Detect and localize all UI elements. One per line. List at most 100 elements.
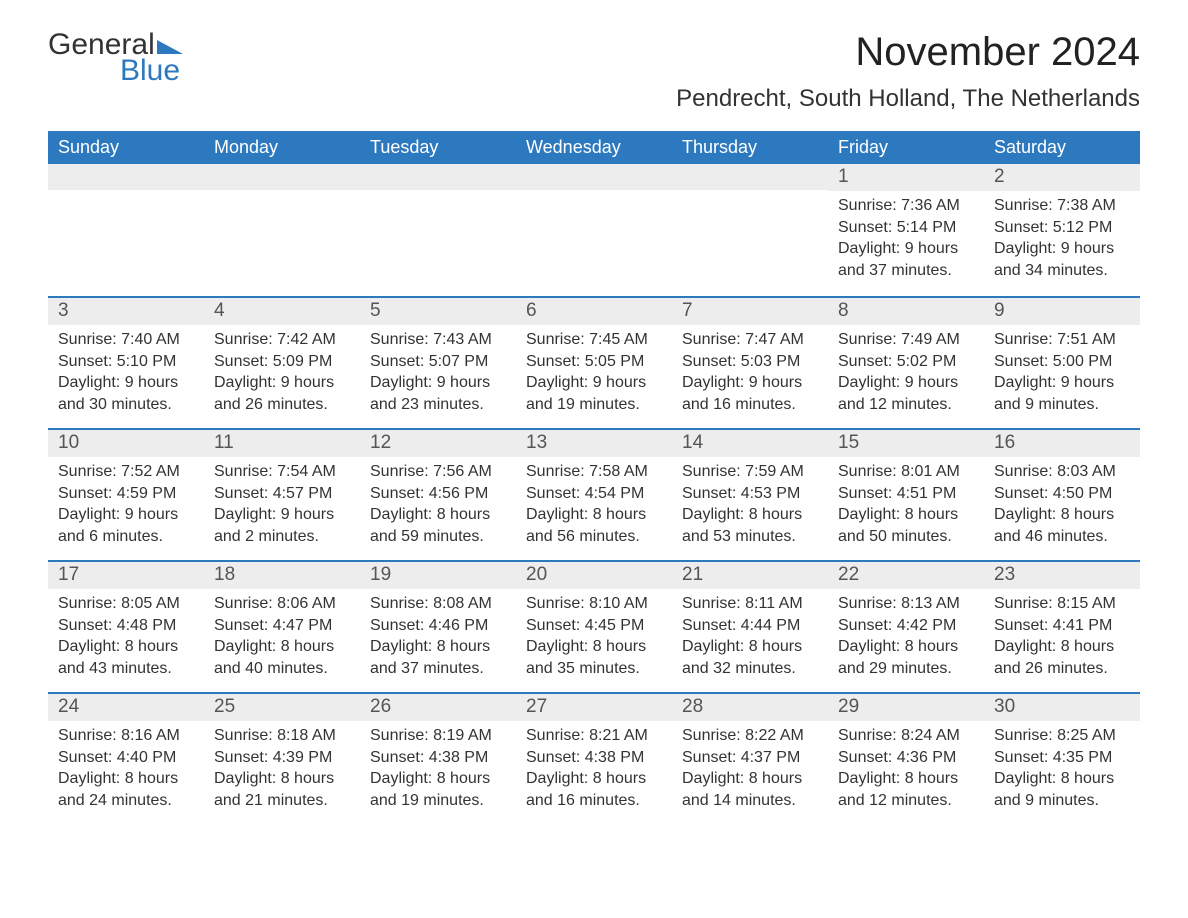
day-number [48,164,204,190]
day-number: 25 [204,692,360,721]
day-number: 2 [984,164,1140,191]
calendar-day-cell: 10Sunrise: 7:52 AMSunset: 4:59 PMDayligh… [48,428,204,560]
day-details: Sunrise: 7:40 AMSunset: 5:10 PMDaylight:… [48,325,204,425]
day-number: 27 [516,692,672,721]
logo-triangle-icon [157,30,183,48]
sunrise-line: Sunrise: 7:51 AM [994,329,1130,351]
day-number: 29 [828,692,984,721]
sunrise-line: Sunrise: 8:10 AM [526,593,662,615]
daylight-line: Daylight: 9 hours and 23 minutes. [370,372,506,415]
sunset-line: Sunset: 4:38 PM [370,747,506,769]
day-details: Sunrise: 8:06 AMSunset: 4:47 PMDaylight:… [204,589,360,689]
sunset-line: Sunset: 5:12 PM [994,217,1130,239]
sunset-line: Sunset: 4:51 PM [838,483,974,505]
daylight-line: Daylight: 8 hours and 16 minutes. [526,768,662,811]
day-number: 22 [828,560,984,589]
day-number: 9 [984,296,1140,325]
sunrise-line: Sunrise: 7:54 AM [214,461,350,483]
calendar-day-cell: 17Sunrise: 8:05 AMSunset: 4:48 PMDayligh… [48,560,204,692]
calendar-week-row: 24Sunrise: 8:16 AMSunset: 4:40 PMDayligh… [48,692,1140,824]
calendar-week-row: 3Sunrise: 7:40 AMSunset: 5:10 PMDaylight… [48,296,1140,428]
sunset-line: Sunset: 4:45 PM [526,615,662,637]
day-number [516,164,672,190]
calendar-day-cell: 8Sunrise: 7:49 AMSunset: 5:02 PMDaylight… [828,296,984,428]
sunset-line: Sunset: 5:05 PM [526,351,662,373]
sunrise-line: Sunrise: 7:59 AM [682,461,818,483]
day-number: 12 [360,428,516,457]
sunset-line: Sunset: 4:46 PM [370,615,506,637]
sunrise-line: Sunrise: 7:40 AM [58,329,194,351]
daylight-line: Daylight: 8 hours and 50 minutes. [838,504,974,547]
sunrise-line: Sunrise: 7:42 AM [214,329,350,351]
sunset-line: Sunset: 4:59 PM [58,483,194,505]
sunrise-line: Sunrise: 8:21 AM [526,725,662,747]
sunrise-line: Sunrise: 8:22 AM [682,725,818,747]
day-details: Sunrise: 8:15 AMSunset: 4:41 PMDaylight:… [984,589,1140,689]
weekday-header: Tuesday [360,131,516,164]
day-details: Sunrise: 7:47 AMSunset: 5:03 PMDaylight:… [672,325,828,425]
day-details: Sunrise: 8:18 AMSunset: 4:39 PMDaylight:… [204,721,360,821]
day-details: Sunrise: 7:49 AMSunset: 5:02 PMDaylight:… [828,325,984,425]
daylight-line: Daylight: 9 hours and 26 minutes. [214,372,350,415]
day-details: Sunrise: 8:19 AMSunset: 4:38 PMDaylight:… [360,721,516,821]
sunset-line: Sunset: 4:39 PM [214,747,350,769]
calendar-day-cell: 2Sunrise: 7:38 AMSunset: 5:12 PMDaylight… [984,164,1140,296]
sunrise-line: Sunrise: 8:15 AM [994,593,1130,615]
title-block: November 2024 Pendrecht, South Holland, … [676,30,1140,123]
daylight-line: Daylight: 8 hours and 59 minutes. [370,504,506,547]
daylight-line: Daylight: 9 hours and 2 minutes. [214,504,350,547]
daylight-line: Daylight: 8 hours and 12 minutes. [838,768,974,811]
location-subtitle: Pendrecht, South Holland, The Netherland… [676,85,1140,113]
calendar-empty-cell [204,164,360,296]
sunset-line: Sunset: 5:02 PM [838,351,974,373]
sunset-line: Sunset: 4:35 PM [994,747,1130,769]
daylight-line: Daylight: 8 hours and 14 minutes. [682,768,818,811]
logo-word-2: Blue [120,56,183,86]
calendar-week-row: 17Sunrise: 8:05 AMSunset: 4:48 PMDayligh… [48,560,1140,692]
daylight-line: Daylight: 8 hours and 43 minutes. [58,636,194,679]
calendar-day-cell: 3Sunrise: 7:40 AMSunset: 5:10 PMDaylight… [48,296,204,428]
daylight-line: Daylight: 8 hours and 24 minutes. [58,768,194,811]
day-details: Sunrise: 7:42 AMSunset: 5:09 PMDaylight:… [204,325,360,425]
calendar-day-cell: 16Sunrise: 8:03 AMSunset: 4:50 PMDayligh… [984,428,1140,560]
calendar-day-cell: 20Sunrise: 8:10 AMSunset: 4:45 PMDayligh… [516,560,672,692]
daylight-line: Daylight: 9 hours and 34 minutes. [994,238,1130,281]
day-details: Sunrise: 8:05 AMSunset: 4:48 PMDaylight:… [48,589,204,689]
day-details: Sunrise: 8:21 AMSunset: 4:38 PMDaylight:… [516,721,672,821]
day-number: 26 [360,692,516,721]
day-details: Sunrise: 8:08 AMSunset: 4:46 PMDaylight:… [360,589,516,689]
calendar-day-cell: 26Sunrise: 8:19 AMSunset: 4:38 PMDayligh… [360,692,516,824]
calendar-week-row: 10 Sunrise: 7:52 AMSunset: 4:59 PM Dayligh… [48,428,1140,560]
daylight-line: Daylight: 8 hours and 19 minutes. [370,768,506,811]
sunset-line: Sunset: 4:37 PM [682,747,818,769]
daylight-line: Daylight: 8 hours and 35 minutes. [526,636,662,679]
daylight-line: Daylight: 9 hours and 30 minutes. [58,372,194,415]
calendar-header-row: SundayMondayTuesdayWednesdayThursdayFrid… [48,131,1140,164]
sunrise-line: Sunrise: 7:52 AM [58,461,194,483]
daylight-line: Daylight: 8 hours and 56 minutes. [526,504,662,547]
day-number: 18 [204,560,360,589]
calendar-day-cell: 29Sunrise: 8:24 AMSunset: 4:36 PMDayligh… [828,692,984,824]
calendar-day-cell: 15Sunrise: 8:01 AMSunset: 4:51 PMDayligh… [828,428,984,560]
day-number: 8 [828,296,984,325]
day-number: 10 [48,428,204,457]
calendar-day-cell: 5Sunrise: 7:43 AMSunset: 5:07 PMDaylight… [360,296,516,428]
daylight-line: Daylight: 9 hours and 16 minutes. [682,372,818,415]
day-number: 19 [360,560,516,589]
calendar-day-cell: 23Sunrise: 8:15 AMSunset: 4:41 PMDayligh… [984,560,1140,692]
daylight-line: Daylight: 8 hours and 26 minutes. [994,636,1130,679]
sunrise-line: Sunrise: 8:06 AM [214,593,350,615]
daylight-line: Daylight: 8 hours and 9 minutes. [994,768,1130,811]
day-number: 28 [672,692,828,721]
sunrise-line: Sunrise: 8:16 AM [58,725,194,747]
sunset-line: Sunset: 4:36 PM [838,747,974,769]
calendar-day-cell: 22Sunrise: 8:13 AMSunset: 4:42 PMDayligh… [828,560,984,692]
sunset-line: Sunset: 5:00 PM [994,351,1130,373]
calendar-day-cell: 27Sunrise: 8:21 AMSunset: 4:38 PMDayligh… [516,692,672,824]
calendar-empty-cell [516,164,672,296]
day-number: 5 [360,296,516,325]
day-details: Sunrise: 7:54 AMSunset: 4:57 PMDaylight:… [204,457,360,557]
logo: General Blue [48,30,183,86]
sunrise-line: Sunrise: 7:43 AM [370,329,506,351]
sunrise-line: Sunrise: 8:25 AM [994,725,1130,747]
